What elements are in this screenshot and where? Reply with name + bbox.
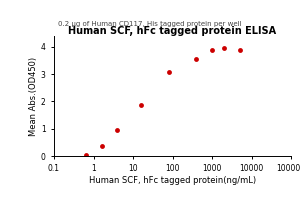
Title: Human SCF, hFc tagged protein ELISA: Human SCF, hFc tagged protein ELISA (68, 26, 277, 36)
Text: 0.2 μg of Human CD117, His tagged protein per well: 0.2 μg of Human CD117, His tagged protei… (58, 21, 242, 27)
X-axis label: Human SCF, hFc tagged protein(ng/mL): Human SCF, hFc tagged protein(ng/mL) (89, 176, 256, 185)
Y-axis label: Mean Abs.(OD450): Mean Abs.(OD450) (29, 56, 38, 136)
